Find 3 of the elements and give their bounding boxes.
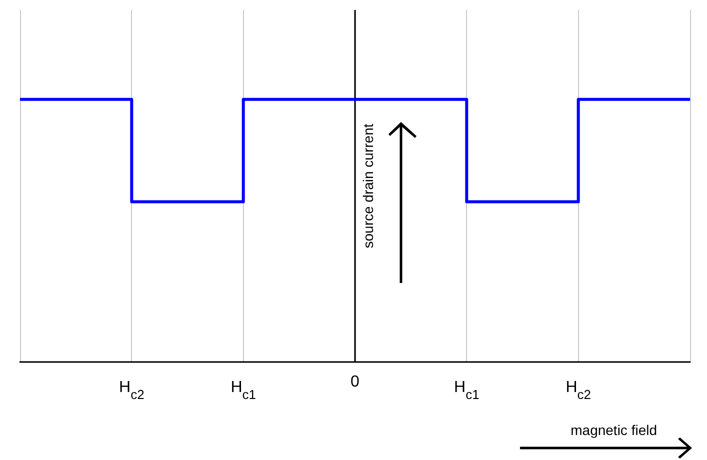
- x-axis-title: magnetic field: [570, 422, 658, 438]
- y-axis-title: source drain current: [360, 124, 376, 248]
- x-tick-label: 0: [350, 374, 360, 390]
